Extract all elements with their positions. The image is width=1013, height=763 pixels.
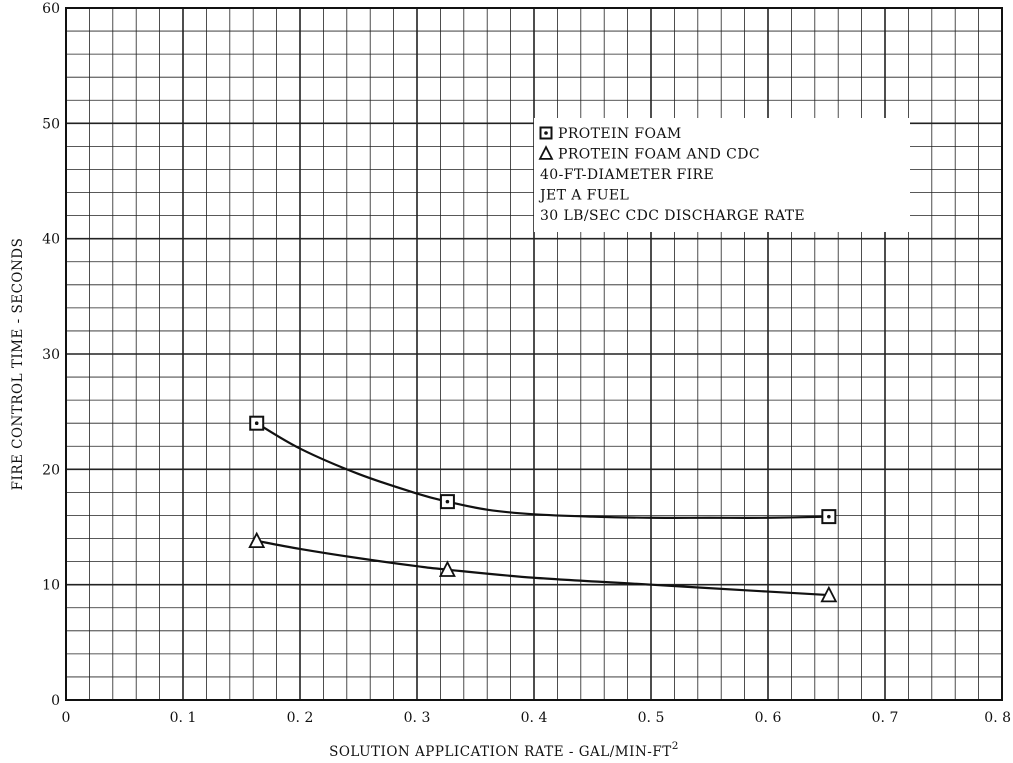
y-tick-label: 10 (42, 578, 60, 594)
square-marker-dot (254, 421, 259, 426)
series-line (256, 539, 829, 597)
note-fire-diameter: 40-FT-DIAMETER FIRE (540, 167, 714, 183)
square-marker-dot (445, 499, 450, 504)
legend-entry-protein-foam: PROTEIN FOAM (558, 126, 682, 142)
data-point (438, 560, 456, 577)
y-tick-label: 0 (51, 693, 60, 709)
data-point (439, 494, 455, 510)
plot-frame (65, 7, 1003, 701)
triangle-marker-outline (438, 560, 456, 577)
square-marker-dot (827, 514, 831, 519)
y-tick-labels: 0 10 20 30 40 50 60 (42, 1, 60, 709)
x-tick-label: 0 (62, 710, 71, 726)
x-tick-label: 0. 3 (404, 710, 431, 726)
y-tick-label: 30 (42, 347, 60, 363)
y-tick-label: 40 (42, 232, 60, 248)
data-point (248, 531, 266, 549)
y-axis-title: FIRE CONTROL TIME - SECONDS (10, 238, 26, 491)
series-protein-foam-and-cdc (248, 531, 838, 603)
series-line (256, 422, 829, 519)
x-tick-label: 0. 7 (872, 710, 899, 726)
y-tick-label: 50 (42, 116, 60, 132)
x-tick-label: 0. 6 (755, 710, 782, 726)
triangle-marker-outline (248, 531, 266, 549)
legend-entry-protein-foam-and-cdc: PROTEIN FOAM AND CDC (558, 147, 760, 163)
x-tick-label: 0. 4 (521, 710, 548, 726)
series-protein-foam (249, 415, 837, 525)
y-tick-label: 60 (42, 1, 60, 17)
note-discharge-rate: 30 LB/SEC CDC DISCHARGE RATE (540, 208, 805, 224)
legend-triangle-marker-icon (538, 145, 554, 160)
legend-box (534, 118, 910, 232)
triangle-marker-outline (820, 585, 838, 603)
data-point (821, 509, 837, 525)
legend-square-marker-icon (539, 126, 553, 140)
data-point (820, 585, 838, 603)
y-tick-label: 20 (42, 462, 60, 478)
x-tick-label: 0. 2 (287, 710, 314, 726)
x-tick-labels: 0 0. 1 0. 2 0. 3 0. 4 0. 5 0. 6 0. 7 0. 8 (62, 710, 1011, 726)
legend: PROTEIN FOAM PROTEIN FOAM AND CDC 40-FT-… (534, 118, 910, 232)
x-tick-label: 0. 1 (170, 710, 197, 726)
note-fuel-type: JET A FUEL (538, 188, 629, 204)
data-point (249, 415, 265, 431)
x-tick-label: 0. 5 (638, 710, 665, 726)
x-tick-label: 0. 8 (984, 710, 1011, 726)
triangle-marker-outline (538, 145, 554, 160)
series-layer (248, 415, 838, 603)
square-marker-dot (544, 131, 548, 135)
x-axis-title: SOLUTION APPLICATION RATE - GAL/MIN-FT2 (329, 740, 679, 760)
